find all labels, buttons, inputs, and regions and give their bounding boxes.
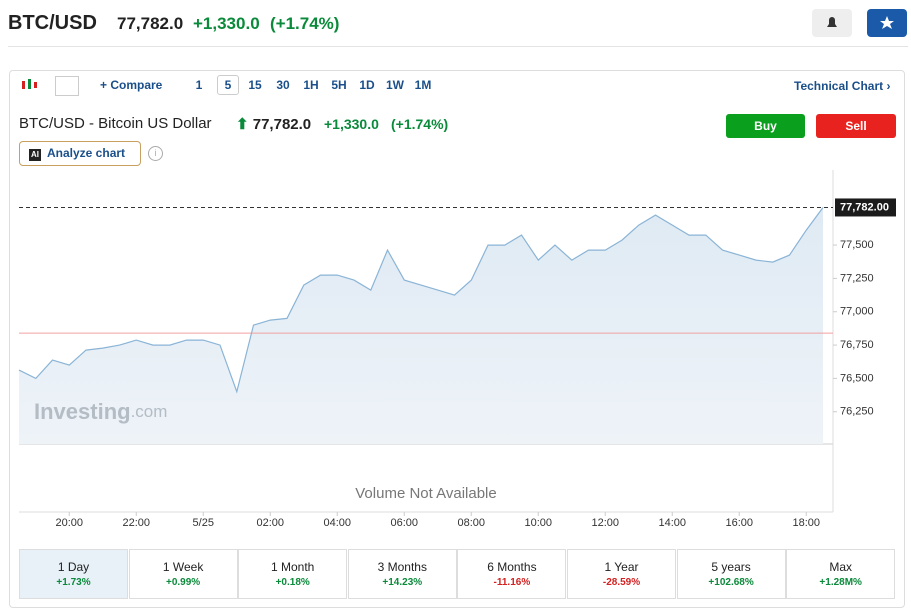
- y-tick-label: 76,500: [840, 372, 874, 384]
- watermark: Investing.com: [34, 399, 167, 424]
- period-label: 5 years: [711, 560, 751, 574]
- x-tick-label: 20:00: [55, 517, 83, 529]
- x-tick-label: 10:00: [524, 517, 552, 529]
- period-change: -11.16%: [493, 577, 531, 588]
- technical-chart[interactable]: Technical Chart ›: [794, 79, 891, 93]
- instrument-change: +1,330.0: [324, 116, 379, 132]
- interval[interactable]: 5: [217, 75, 239, 95]
- x-tick-label: 06:00: [390, 517, 418, 529]
- interval[interactable]: 1: [195, 78, 203, 92]
- x-tick-label: 14:00: [658, 517, 686, 529]
- y-tick-label: 76,250: [840, 406, 874, 418]
- change: +1,330.0: [193, 14, 260, 33]
- interval[interactable]: 15: [248, 78, 262, 92]
- period-label: 1 Day: [57, 560, 90, 574]
- y-tick-label: 76,750: [840, 339, 874, 351]
- period-label: 3 Months: [377, 560, 427, 574]
- watermark-suffix: .com: [131, 402, 168, 421]
- period-tab[interactable]: 6 Months -11.16%: [457, 549, 567, 599]
- candle-icon[interactable]: [20, 77, 38, 98]
- x-tick-label: 08:00: [457, 517, 485, 529]
- x-tick-label: 04:00: [323, 517, 351, 529]
- price: 77,782.0: [117, 14, 184, 33]
- period-label: 1 Year: [604, 560, 639, 574]
- change-pct: (+1.74%): [270, 14, 340, 33]
- period-change: +0.18%: [275, 577, 310, 588]
- period-change: +14.23%: [382, 577, 423, 588]
- period-label: Max: [829, 560, 853, 574]
- analyze-button[interactable]: AI Analyze chart: [19, 141, 141, 166]
- period-tab[interactable]: 1 Week +0.99%: [128, 549, 238, 599]
- area-fill: [19, 207, 823, 444]
- area-icon[interactable]: [55, 76, 79, 96]
- info-icon[interactable]: i: [148, 146, 163, 161]
- period-tab[interactable]: 1 Day +1.73%: [19, 549, 128, 599]
- period-tab[interactable]: 1 Year -28.59%: [567, 549, 676, 599]
- period-change: -28.59%: [602, 577, 641, 588]
- period-tab[interactable]: 3 Months +14.23%: [347, 549, 457, 599]
- price-line: [18, 207, 824, 394]
- period-tab[interactable]: Max +1.28M%: [786, 549, 896, 599]
- y-tick-label: 77,000: [840, 306, 874, 318]
- interval[interactable]: 1M: [414, 78, 432, 92]
- technical-label: Technical Chart: [794, 79, 884, 93]
- period-label: 1 Month: [271, 560, 315, 574]
- x-tick-label: 18:00: [792, 517, 820, 529]
- buy-button[interactable]: Buy: [726, 114, 805, 138]
- last-price-box: [835, 198, 896, 217]
- instrument-price: 77,782.0: [252, 116, 312, 133]
- compare-label: Compare: [110, 78, 163, 92]
- period-change: +1.73%: [56, 577, 91, 588]
- x-tick-label: 5/25: [193, 517, 214, 529]
- period-change: +102.68%: [708, 577, 754, 588]
- y-tick-label: 77,500: [840, 239, 874, 251]
- period-label: 6 Months: [487, 560, 537, 574]
- watchlist-button[interactable]: [867, 9, 907, 37]
- y-tick-label: 77,250: [840, 272, 874, 284]
- x-tick-label: 22:00: [122, 517, 150, 529]
- analyze-label: Analyze chart: [47, 146, 126, 160]
- x-tick-label: 12:00: [591, 517, 619, 529]
- period-change: +0.99%: [165, 577, 201, 588]
- x-tick-label: 02:00: [256, 517, 284, 529]
- alert-button[interactable]: [812, 9, 852, 37]
- period-tab[interactable]: 1 Month +0.18%: [238, 549, 348, 599]
- period-label: 1 Week: [162, 560, 204, 574]
- interval[interactable]: 1D: [359, 78, 375, 92]
- interval[interactable]: 1W: [386, 78, 404, 92]
- chart-card: [9, 70, 905, 608]
- interval[interactable]: 5H: [331, 78, 347, 92]
- instrument-name: BTC/USD - Bitcoin US Dollar: [19, 115, 212, 132]
- compare[interactable]: + Compare: [100, 78, 163, 92]
- interval[interactable]: 30: [276, 78, 290, 92]
- x-tick-label: 16:00: [725, 517, 753, 529]
- interval[interactable]: 1H: [303, 78, 319, 92]
- period-tab[interactable]: 5 years +102.68%: [676, 549, 786, 599]
- divider: [8, 46, 908, 47]
- instrument-change-pct: (+1.74%): [391, 116, 449, 132]
- watermark-text: Investing: [34, 399, 131, 424]
- last-price-label: 77,782.00: [840, 201, 889, 213]
- symbol: BTC/USD: [8, 12, 97, 34]
- volume-note: Volume Not Available: [355, 485, 496, 502]
- sell-button[interactable]: Sell: [816, 114, 896, 138]
- period-change: +1.28M%: [819, 577, 862, 588]
